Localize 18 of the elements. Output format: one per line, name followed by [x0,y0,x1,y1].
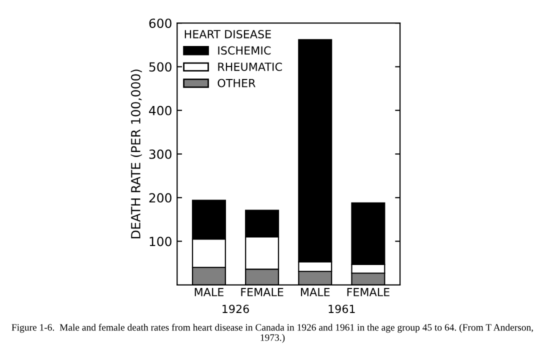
y-tick-label: 200 [149,193,172,203]
caption: Figure 1-6. Male and female death rates from heart disease in Canada in 1926 and 1961 in the age group 45 to 64. (From T Anderson, 1973.) [12,324,533,343]
x-tick-label: MALE [194,288,224,296]
legend-label: OTHER [218,78,256,88]
y-tick-label: 500 [149,62,172,72]
y-axis-title: DEATH RATE (PER 100,000) [130,70,142,238]
legend-title: HEART DISEASE [184,30,271,38]
y-tick-label: 600 [149,18,172,28]
legend-label: RHEUMATIC [218,62,282,71]
text: 1961 [328,304,355,314]
y-tick-label: 400 [149,106,172,116]
x-tick-label: MALE [301,288,330,296]
x-tick-label: FEMALE [347,288,390,296]
y-tick-label: 100 [150,236,172,246]
legend-label: ISCHEMIC [218,46,271,55]
text: 1926 [222,304,249,314]
x-tick-label: FEMALE [241,288,284,296]
y-tick-label: 300 [149,149,172,159]
